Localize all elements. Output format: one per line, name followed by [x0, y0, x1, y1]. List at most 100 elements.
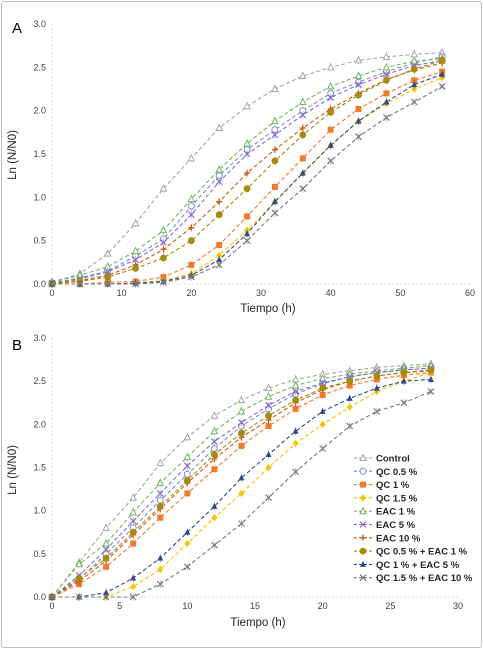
- legend-marker: [359, 547, 367, 555]
- data-point: [156, 502, 164, 510]
- data-point: [326, 62, 335, 71]
- legend-label: EAC 1 %: [376, 507, 416, 518]
- data-point: [265, 494, 272, 502]
- y-tick-label-b: 1.5: [33, 463, 46, 473]
- data-point: [159, 184, 168, 192]
- legend-item: EAC 5 %: [354, 520, 416, 531]
- data-point: [187, 211, 195, 219]
- data-point: [130, 583, 137, 591]
- data-point: [346, 403, 353, 411]
- data-point: [299, 125, 306, 131]
- legend-marker: [359, 467, 367, 475]
- data-point: [383, 90, 390, 97]
- data-point: [129, 493, 138, 501]
- y-axis-label-a: Ln (N/N0): [7, 130, 19, 180]
- data-point: [76, 280, 84, 288]
- data-point: [299, 169, 306, 176]
- data-point: [299, 131, 307, 139]
- data-point: [210, 451, 218, 458]
- y-tick-label-b: 0.0: [33, 592, 46, 602]
- data-point: [216, 251, 223, 259]
- legend-label: QC 0.5 %: [376, 467, 418, 478]
- data-point: [216, 242, 223, 248]
- data-point: [411, 85, 418, 93]
- legend-item: QC 1 % + EAC 5 %: [354, 560, 460, 571]
- data-point: [187, 237, 195, 245]
- data-point: [410, 98, 418, 106]
- data-point: [243, 185, 251, 193]
- data-point: [327, 157, 335, 165]
- data-point: [210, 426, 219, 435]
- data-point: [104, 280, 112, 288]
- data-point: [48, 593, 56, 601]
- data-point: [427, 388, 435, 395]
- data-point: [354, 71, 363, 79]
- data-point: [160, 238, 167, 246]
- data-point: [187, 273, 195, 281]
- legend-label: QC 0.5 % + EAC 1 %: [376, 547, 468, 558]
- data-point: [238, 520, 245, 528]
- data-point: [326, 81, 335, 90]
- data-point: [237, 395, 246, 404]
- data-point: [184, 528, 191, 535]
- y-tick-label-a: 0.0: [33, 279, 46, 289]
- data-point: [183, 477, 191, 484]
- data-point: [131, 246, 140, 255]
- data-point: [156, 580, 164, 588]
- data-point: [346, 394, 353, 401]
- x-tick-label-b: 5: [117, 601, 122, 611]
- data-point: [103, 563, 110, 570]
- data-point: [355, 117, 362, 124]
- data-point: [244, 170, 251, 177]
- data-point: [183, 462, 191, 470]
- x-axis-label-b: Tiempo (h): [230, 617, 285, 629]
- data-point: [271, 198, 278, 205]
- y-tick-label-b: 2.5: [33, 376, 46, 386]
- data-point: [211, 514, 218, 522]
- data-point: [132, 264, 140, 272]
- data-point: [130, 574, 137, 581]
- data-point: [411, 81, 418, 88]
- data-point: [238, 474, 245, 481]
- x-tick-label-a: 20: [186, 288, 196, 298]
- data-point: [373, 384, 380, 391]
- data-point: [271, 157, 279, 165]
- data-point: [373, 372, 381, 380]
- data-point: [160, 254, 167, 262]
- x-tick-label-a: 60: [465, 288, 475, 298]
- data-point: [131, 218, 140, 227]
- legend-marker: [360, 494, 366, 502]
- data-point: [265, 451, 272, 458]
- data-point: [319, 379, 327, 387]
- data-point: [159, 225, 168, 234]
- data-point: [411, 77, 418, 84]
- data-point: [238, 489, 245, 497]
- data-point: [265, 401, 272, 409]
- y-tick-label-a: 1.0: [33, 192, 46, 202]
- data-point: [327, 126, 334, 133]
- data-point: [438, 82, 446, 90]
- data-point: [438, 57, 446, 64]
- series-line-b-7: [51, 369, 431, 598]
- y-tick-label-a: 1.5: [33, 149, 46, 159]
- data-point: [264, 383, 273, 392]
- series-line-b-2: [51, 371, 431, 598]
- data-point: [215, 211, 223, 219]
- data-point: [400, 369, 408, 376]
- x-tick-label-a: 0: [49, 288, 54, 298]
- data-point: [103, 249, 112, 257]
- legend-label: EAC 5 %: [376, 520, 416, 531]
- data-point: [439, 70, 446, 77]
- data-point: [271, 116, 279, 125]
- x-tick-label-b: 25: [385, 601, 395, 611]
- legend-label: QC 1 %: [376, 480, 410, 491]
- data-point: [132, 256, 140, 264]
- data-point: [157, 565, 164, 573]
- data-point: [299, 155, 306, 162]
- legend-marker: [360, 481, 366, 488]
- data-point: [184, 539, 191, 547]
- data-point: [243, 138, 251, 147]
- legend-label: QC 1.5 % + EAC 10 %: [376, 573, 473, 584]
- legend-label: QC 1.5 %: [376, 493, 418, 504]
